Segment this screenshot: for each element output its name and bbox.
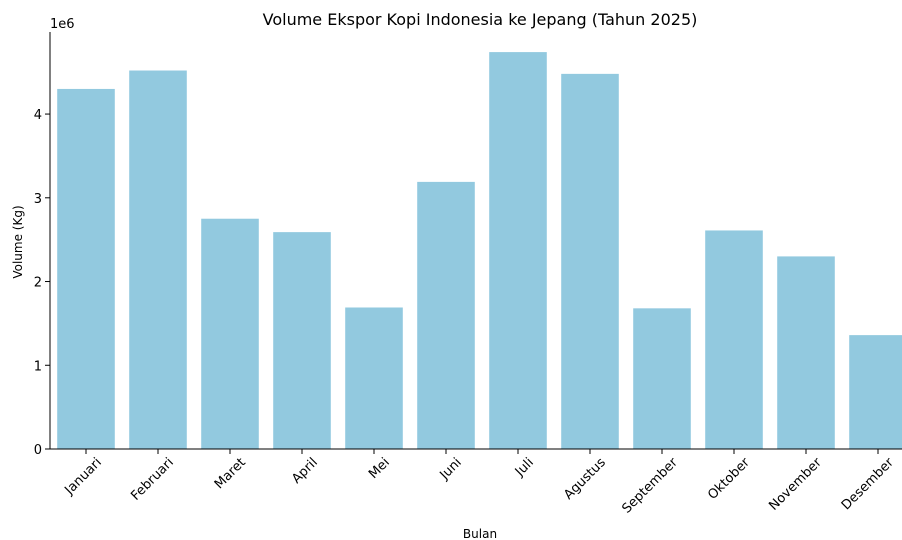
axes-group [49, 32, 902, 450]
x-axis-title: Bulan [463, 527, 497, 540]
bar-desember [849, 335, 902, 449]
x-tick-label: Juli [512, 455, 537, 480]
x-ticks-group: Januari Februari Maret April Mei Juni Juli Agus… [62, 449, 897, 517]
bars-group [57, 52, 902, 450]
bar-oktober [705, 230, 763, 449]
bar-agustus [561, 73, 619, 450]
y-tick-label: 4 [34, 108, 42, 123]
bar-november [777, 256, 835, 449]
bar-september [633, 308, 691, 449]
bar-april [273, 232, 331, 449]
x-tick-label: Mei [366, 455, 393, 482]
bar-maret [201, 218, 259, 449]
bar-januari [57, 88, 115, 449]
x-tick-label: Juni [437, 455, 465, 483]
y-axis-offset-label: 1e6 [50, 17, 75, 32]
x-tick-label: November [766, 455, 825, 514]
x-tick-label: Februari [128, 455, 176, 503]
x-tick-label: April [289, 455, 321, 487]
x-tick-label: Maret [212, 455, 249, 492]
y-ticks-group: 0 1 2 3 4 [34, 108, 50, 458]
bar-februari [129, 70, 187, 450]
y-tick-label: 3 [34, 192, 42, 207]
bar-mei [345, 307, 403, 449]
bar-juli [489, 52, 547, 450]
x-tick-label: September [619, 455, 681, 517]
bar-juni [417, 181, 475, 449]
y-tick-label: 2 [34, 276, 42, 291]
y-axis-title: Volume (Kg) [11, 205, 25, 278]
x-tick-label: Januari [62, 455, 105, 498]
x-tick-label: Agustus [561, 455, 609, 503]
x-tick-label: Oktober [705, 455, 753, 503]
x-tick-label: Desember [839, 455, 897, 513]
y-tick-label: 1 [34, 359, 42, 374]
chart-title: Volume Ekspor Kopi Indonesia ke Jepang (… [263, 10, 698, 29]
y-tick-label: 0 [34, 443, 42, 458]
